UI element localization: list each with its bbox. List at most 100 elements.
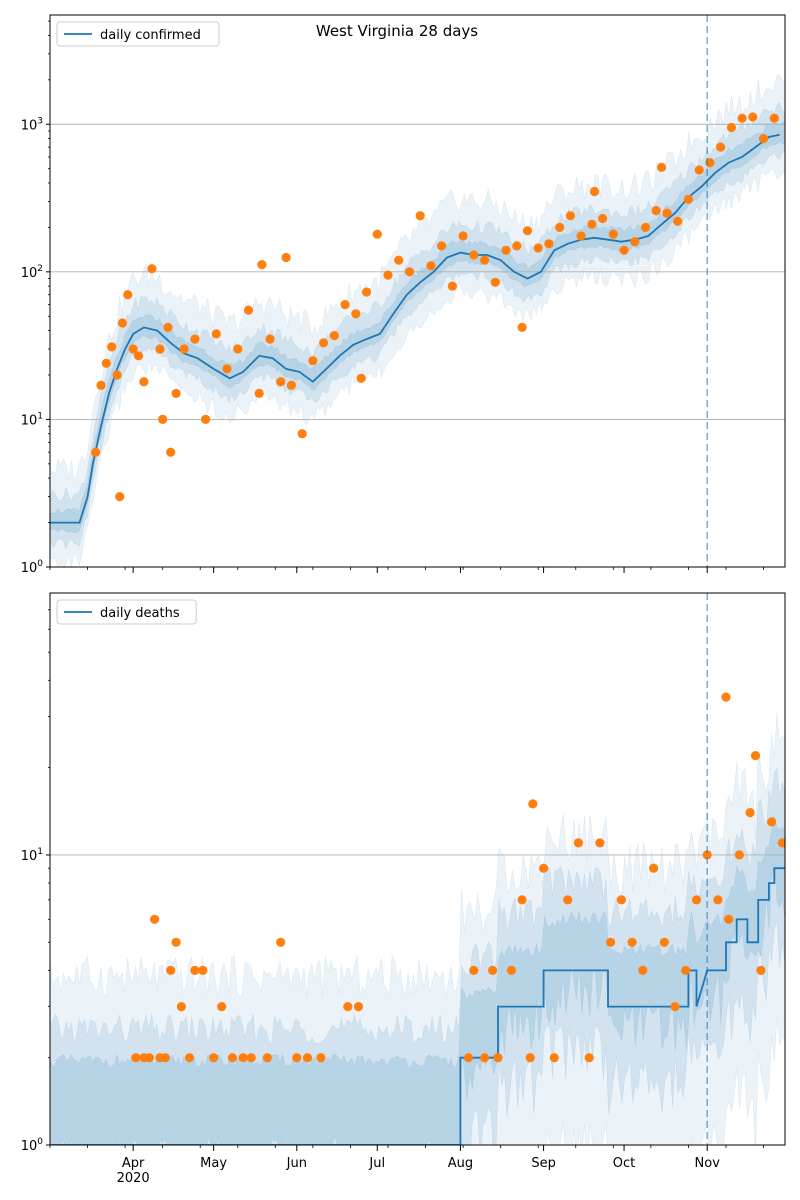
deaths-point (616, 895, 627, 905)
deaths-point (584, 1053, 594, 1063)
confirmed-point (286, 380, 296, 390)
confirmed-point (211, 329, 221, 339)
confirmed-series-line (50, 133, 780, 524)
deaths-point (217, 1002, 227, 1012)
confirmed-point (115, 492, 125, 502)
deaths-point (302, 1053, 313, 1063)
deaths-band-1 (50, 767, 785, 1145)
confirmed-point (329, 331, 339, 341)
confirmed-legend-box (56, 21, 220, 47)
xtick-label-jun: Jun (286, 1156, 307, 1171)
deaths-legend-label: daily deaths (100, 606, 180, 621)
confirmed-point (123, 290, 133, 300)
confirmed-point (147, 264, 157, 274)
confirmed-point (769, 113, 779, 123)
deaths-point (160, 1053, 170, 1063)
confirmed-point (166, 447, 176, 457)
confirmed-point (608, 229, 618, 239)
confirmed-point (158, 414, 168, 424)
confirmed-point (351, 309, 361, 319)
confirmed-point (469, 250, 479, 260)
confirmed-point (565, 211, 576, 221)
deaths-point (517, 895, 527, 905)
deaths-point (463, 1053, 474, 1063)
confirmed-point (651, 206, 661, 216)
confirmed-point (490, 277, 500, 287)
confirmed-point (426, 261, 436, 271)
confirmed-point (356, 373, 366, 383)
confirmed-point (533, 243, 543, 253)
xtick-label-sep: Sep (531, 1156, 556, 1171)
deaths-point (702, 850, 712, 860)
xtick-label-aug: Aug (448, 1156, 473, 1171)
confirmed-point (415, 211, 425, 221)
deaths-point (144, 1053, 154, 1063)
confirmed-point (598, 213, 608, 224)
confirmed-point (163, 322, 173, 332)
confirmed-point (308, 356, 318, 366)
deaths-point (745, 808, 755, 818)
confirmed-legend-label: daily confirmed (100, 28, 201, 43)
confirmed-point (128, 344, 138, 354)
deaths-point (184, 1053, 195, 1063)
confirmed-point (139, 377, 149, 387)
confirmed-ytick-label: 102 (21, 264, 43, 281)
xtick-label-apr: Apr (122, 1156, 145, 1171)
confirmed-point (555, 222, 565, 232)
deaths-point (276, 937, 286, 947)
confirmed-point (233, 344, 243, 354)
confirmed-point (257, 260, 267, 270)
confirmed-point (190, 334, 200, 344)
deaths-point (227, 1053, 237, 1063)
confirmed-point (512, 241, 522, 251)
deaths-ytick-label: 100 (21, 1137, 44, 1154)
confirmed-point (155, 344, 165, 354)
confirmed-point (383, 270, 393, 280)
confirmed-point (201, 414, 211, 424)
deaths-point (480, 1053, 490, 1063)
confirmed-ytick-label: 103 (21, 116, 43, 133)
confirmed-point (276, 377, 286, 387)
deaths-point (190, 965, 200, 976)
confirmed-point (640, 222, 651, 232)
deaths-point (493, 1053, 503, 1063)
deaths-point (659, 937, 669, 947)
deaths-point (292, 1053, 302, 1063)
confirmed-point (522, 226, 533, 236)
confirmed-point (222, 364, 232, 374)
deaths-point (506, 965, 516, 976)
chart-title: West Virginia 28 days (316, 22, 478, 40)
confirmed-ytick-label: 101 (21, 411, 43, 428)
confirmed-point (576, 231, 586, 241)
confirmed-point (517, 322, 527, 332)
confirmed-point (447, 281, 457, 291)
confirmed-legend: daily confirmed (56, 21, 220, 47)
deaths-point (525, 1053, 535, 1063)
confirmed-point (243, 305, 254, 315)
deaths-legend-box (56, 599, 197, 625)
confirmed-point (501, 245, 511, 255)
confirmed-point (748, 112, 758, 122)
deaths-point (262, 1053, 272, 1063)
deaths-series-line (50, 867, 785, 1145)
deaths-point (713, 895, 723, 905)
confirmed-point (133, 351, 144, 361)
confirmed-point (589, 186, 600, 197)
xtick-label-jul: Jul (368, 1156, 385, 1171)
deaths-point (171, 937, 181, 947)
confirmed-band-1 (50, 101, 785, 550)
deaths-point (627, 937, 637, 947)
confirmed-bands (50, 74, 785, 567)
confirmed-point (480, 255, 490, 265)
deaths-point (756, 965, 766, 976)
confirmed-point (758, 134, 769, 144)
deaths-point (721, 692, 731, 702)
confirmed-point (101, 358, 111, 368)
confirmed-point (96, 380, 106, 390)
deaths-point (209, 1053, 219, 1063)
deaths-point (198, 965, 208, 976)
confirmed-point (107, 342, 117, 352)
deaths-point (595, 838, 605, 848)
deaths-point (238, 1053, 248, 1063)
deaths-frame (49, 592, 786, 1146)
